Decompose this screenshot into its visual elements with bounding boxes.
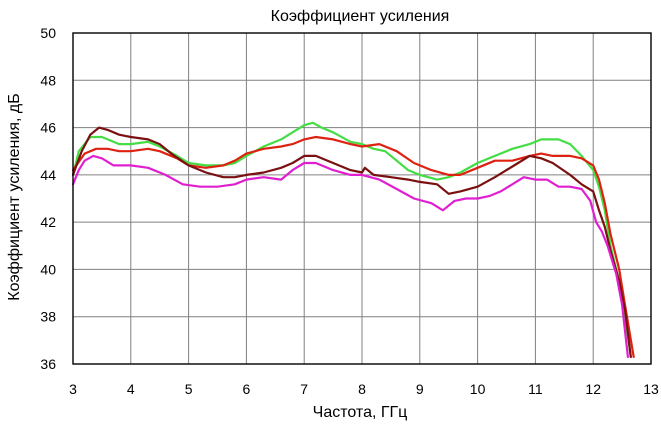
y-tick-labels: 36 38 40 42 44 46 48 50: [40, 25, 56, 372]
y-tick-label: 50: [40, 25, 56, 41]
x-tick-label: 5: [185, 381, 193, 397]
series-line-2: [71, 135, 635, 358]
y-tick-label: 48: [40, 72, 56, 88]
x-tick-label: 6: [243, 381, 251, 397]
series-layer: [71, 121, 635, 358]
y-tick-label: 38: [40, 309, 56, 325]
x-tick-label: 4: [127, 381, 135, 397]
x-tick-label: 11: [528, 381, 543, 397]
x-tick-label: 7: [300, 381, 308, 397]
y-axis-label: Коэффициент усиления, дБ: [6, 93, 23, 300]
y-tick-label: 46: [40, 120, 56, 136]
x-tick-label: 9: [416, 381, 424, 397]
grid-lines: [72, 32, 652, 365]
x-tick-label: 8: [358, 381, 366, 397]
plot-frame: [72, 32, 652, 365]
x-tick-label: 3: [69, 381, 77, 397]
x-tick-label: 12: [585, 381, 601, 397]
y-tick-label: 44: [40, 167, 56, 183]
series-line-4: [71, 154, 629, 358]
x-axis-label: Частота, ГГц: [313, 404, 408, 421]
y-tick-label: 36: [40, 356, 56, 372]
series-line-1: [71, 121, 632, 358]
chart-title: Коэффициент усиления: [271, 8, 450, 25]
series-line-3: [71, 126, 632, 358]
x-tick-label: 10: [470, 381, 486, 397]
x-tick-labels: 3 4 5 6 7 8 9 10 11 12 13: [69, 381, 659, 397]
y-tick-label: 42: [40, 214, 56, 230]
y-tick-label: 40: [40, 261, 56, 277]
x-tick-label: 13: [643, 381, 659, 397]
